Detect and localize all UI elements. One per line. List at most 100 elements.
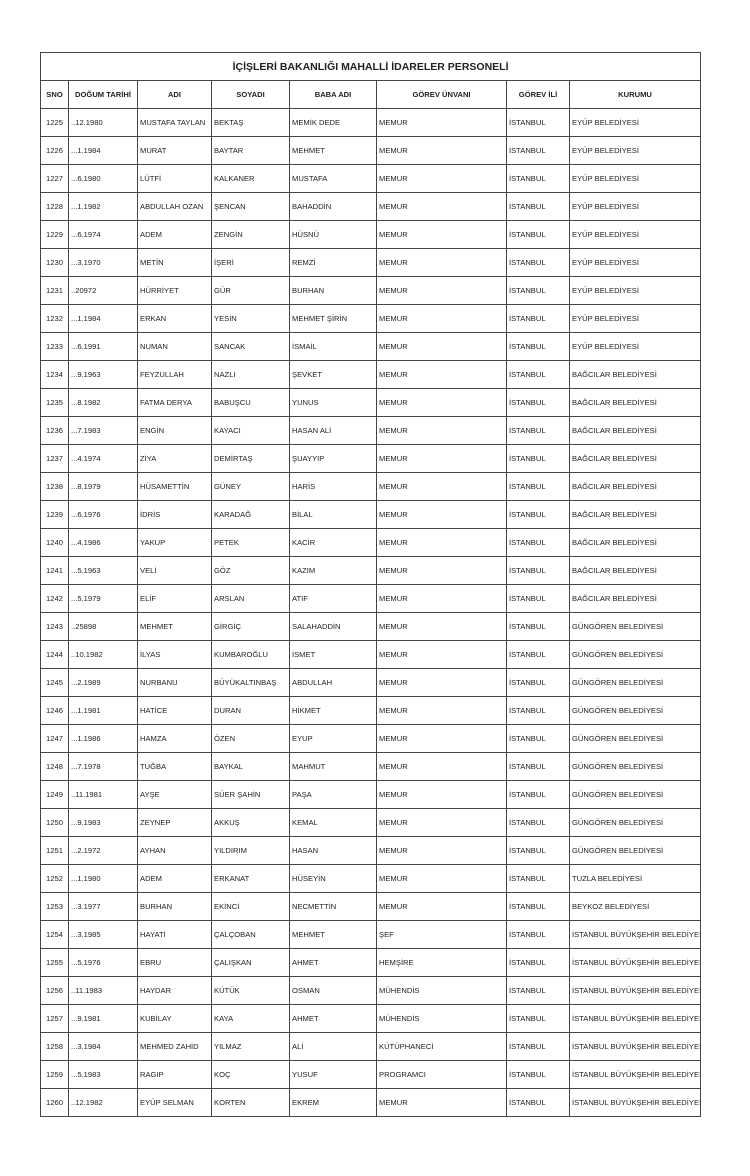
cell-surname: SANCAK xyxy=(211,332,290,361)
column-header-province: GÖREV İLİ xyxy=(506,80,570,109)
cell-birth-date: ...7.1978 xyxy=(68,752,138,781)
table-row: 1253 ...3.1977 BURHAN EKİNCİ NECMETTİN MEMUR İ… xyxy=(40,892,702,921)
table-row: 1234 ...9.1963 FEYZULLAH NAZLI ŞEVKET MEMUR İS… xyxy=(40,360,702,389)
cell-province: İSTANBUL xyxy=(506,164,570,193)
cell-institution: EYÜP BELEDİYESİ xyxy=(568,220,702,249)
cell-surname: ERKANAT xyxy=(211,864,290,893)
cell-father-name: HASAN xyxy=(289,836,377,865)
cell-surname: GÜR xyxy=(211,276,290,305)
cell-first-name: METİN xyxy=(137,248,212,277)
cell-institution: EYÜP BELEDİYESİ xyxy=(568,164,702,193)
cell-institution: GÜNGÖREN BELEDİYESİ xyxy=(568,808,702,837)
cell-birth-date: ...6.1976 xyxy=(68,500,138,529)
cell-father-name: KEMAL xyxy=(289,808,377,837)
cell-first-name: HÜSAMETTİN xyxy=(137,472,212,501)
cell-institution: BAĞCILAR BELEDİYESİ xyxy=(568,556,702,585)
cell-first-name: ADEM xyxy=(137,220,212,249)
cell-institution: BAĞCILAR BELEDİYESİ xyxy=(568,528,702,557)
cell-job-title: MEMUR xyxy=(376,556,507,585)
cell-first-name: NUMAN xyxy=(137,332,212,361)
cell-birth-date: ..25898 xyxy=(68,612,138,641)
table-row: 1242 ...5.1979 ELİF ARSLAN ATIF MEMUR İSTANBUL… xyxy=(40,584,702,613)
cell-surname: ÇALÇOBAN xyxy=(211,920,290,949)
cell-birth-date: ..10.1982 xyxy=(68,640,138,669)
cell-surname: ÇALIŞKAN xyxy=(211,948,290,977)
table-row: 1256 ..11.1983 HAYDAR KÜTÜK OSMAN MÜHENDİS İST… xyxy=(40,976,702,1005)
cell-sno: 1235 xyxy=(40,388,69,417)
cell-province: İSTANBUL xyxy=(506,864,570,893)
cell-sno: 1249 xyxy=(40,780,69,809)
table-row: 1238 ...8.1979 HÜSAMETTİN GÜNEY HARİS MEMUR İS… xyxy=(40,472,702,501)
cell-province: İSTANBUL xyxy=(506,388,570,417)
table-row: 1259 ...5.1983 RAGIP KOÇ YUSUF PROGRAMCI İSTAN… xyxy=(40,1060,702,1089)
cell-sno: 1257 xyxy=(40,1004,69,1033)
cell-first-name: EBRU xyxy=(137,948,212,977)
table-row: 1240 ...4.1986 YAKUP PETEK KACİR MEMUR İSTANBU… xyxy=(40,528,702,557)
cell-father-name: ATIF xyxy=(289,584,377,613)
cell-institution: GÜNGÖREN BELEDİYESİ xyxy=(568,640,702,669)
cell-father-name: HASAN ALİ xyxy=(289,416,377,445)
cell-job-title: MEMUR xyxy=(376,164,507,193)
cell-birth-date: ...9.1963 xyxy=(68,360,138,389)
cell-birth-date: ...9.1983 xyxy=(68,808,138,837)
cell-father-name: ŞEVKET xyxy=(289,360,377,389)
table-row: 1246 ...1.1981 HATİCE DURAN HİKMET MEMUR İSTAN… xyxy=(40,696,702,725)
cell-sno: 1239 xyxy=(40,500,69,529)
cell-institution: İSTANBUL BÜYÜKŞEHİR BELEDİYESİ xyxy=(568,920,702,949)
cell-institution: EYÜP BELEDİYESİ xyxy=(568,136,702,165)
table-row: 1257 ...9.1981 KUBİLAY KAYA AHMET MÜHENDİS İST… xyxy=(40,1004,702,1033)
cell-surname: YESİN xyxy=(211,304,290,333)
cell-province: İSTANBUL xyxy=(506,304,570,333)
header-row: SNO DOĞUM TARİHİ ADI SOYADI BABA ADI GÖREV ÜN… xyxy=(40,80,702,109)
cell-job-title: MEMUR xyxy=(376,892,507,921)
cell-father-name: MEHMET xyxy=(289,920,377,949)
cell-first-name: HAMZA xyxy=(137,724,212,753)
personnel-table: İÇİŞLERİ BAKANLIĞI MAHALLİ İDARELER PERS… xyxy=(39,52,702,1117)
cell-first-name: ERKAN xyxy=(137,304,212,333)
table-row: 1260 ..12.1982 EYÜP SELMAN KORTEN EKREM MEMUR… xyxy=(40,1088,702,1117)
column-header-birth-date: DOĞUM TARİHİ xyxy=(68,80,138,109)
cell-father-name: AHMET xyxy=(289,948,377,977)
table-row: 1248 ...7.1978 TUĞBA BAYKAL MAHMUT MEMUR İSTAN… xyxy=(40,752,702,781)
cell-job-title: PROGRAMCI xyxy=(376,1060,507,1089)
cell-first-name: TUĞBA xyxy=(137,752,212,781)
cell-father-name: EKREM xyxy=(289,1088,377,1117)
table-row: 1237 ...4.1974 ZİYA DEMİRTAŞ ŞUAYYIP MEMUR İST… xyxy=(40,444,702,473)
cell-province: İSTANBUL xyxy=(506,1004,570,1033)
cell-birth-date: ...1.1982 xyxy=(68,192,138,221)
cell-surname: SÜER ŞAHİN xyxy=(211,780,290,809)
cell-sno: 1228 xyxy=(40,192,69,221)
table-row: 1241 ...5.1963 VELİ GÖZ KAZIM MEMUR İSTANBUL BA… xyxy=(40,556,702,585)
title-row: İÇİŞLERİ BAKANLIĞI MAHALLİ İDARELER PERS… xyxy=(39,52,702,81)
cell-sno: 1242 xyxy=(40,584,69,613)
cell-first-name: HAYATİ xyxy=(137,920,212,949)
cell-province: İSTANBUL xyxy=(506,976,570,1005)
cell-institution: GÜNGÖREN BELEDİYESİ xyxy=(568,752,702,781)
cell-job-title: MEMUR xyxy=(376,500,507,529)
table-row: 1247 ...1.1986 HAMZA ÖZEN EYUP MEMUR İSTANBUL G… xyxy=(40,724,702,753)
cell-province: İSTANBUL xyxy=(506,808,570,837)
cell-father-name: MAHMUT xyxy=(289,752,377,781)
cell-father-name: HARİS xyxy=(289,472,377,501)
cell-province: İSTANBUL xyxy=(506,584,570,613)
cell-father-name: HİKMET xyxy=(289,696,377,725)
cell-job-title: MÜHENDİS xyxy=(376,976,507,1005)
cell-province: İSTANBUL xyxy=(506,136,570,165)
column-header-sno: SNO xyxy=(40,80,69,109)
table-row: 1243 ..25898 MEHMET GİRGİÇ SALAHADDİN MEMUR İS… xyxy=(40,612,702,641)
cell-sno: 1253 xyxy=(40,892,69,921)
cell-sno: 1259 xyxy=(40,1060,69,1089)
column-header-institution: KURUMU xyxy=(568,80,702,109)
cell-birth-date: ...3.1977 xyxy=(68,892,138,921)
cell-job-title: MEMUR xyxy=(376,220,507,249)
cell-job-title: KÜTÜPHANECİ xyxy=(376,1032,507,1061)
cell-job-title: MEMUR xyxy=(376,1088,507,1117)
cell-first-name: ENGİN xyxy=(137,416,212,445)
cell-father-name: HÜSEYİN xyxy=(289,864,377,893)
column-header-surname: SOYADI xyxy=(211,80,290,109)
cell-province: İSTANBUL xyxy=(506,528,570,557)
cell-province: İSTANBUL xyxy=(506,556,570,585)
cell-surname: KUMBAROĞLU xyxy=(211,640,290,669)
cell-sno: 1232 xyxy=(40,304,69,333)
cell-birth-date: ...8.1982 xyxy=(68,388,138,417)
